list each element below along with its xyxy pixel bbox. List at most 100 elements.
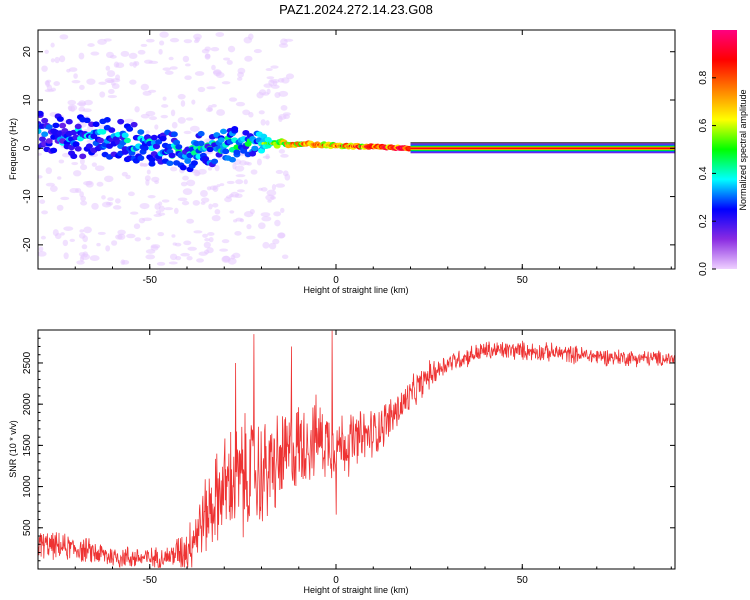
spectrogram-cell [70, 153, 78, 160]
spectrogram-cell [129, 62, 134, 67]
spectrogram-cell [79, 229, 85, 233]
spectrogram-cell [128, 191, 135, 197]
spectrogram-cell [97, 231, 106, 235]
spectrogram-cell [256, 91, 264, 99]
spectrogram-cell [58, 159, 65, 164]
spectrogram-cell [215, 71, 225, 79]
spectrogram-cell [182, 188, 193, 196]
spectrogram-cell [237, 67, 246, 75]
spectrogram-cell [263, 83, 273, 88]
spectrogram-cell [123, 137, 131, 144]
spectrogram-cell [69, 187, 79, 194]
spectrogram-cell [170, 166, 178, 172]
spectrogram-cell [168, 261, 178, 265]
spectrogram-cell [184, 158, 192, 164]
spectrogram-cell [144, 175, 151, 182]
spectrogram-cell [226, 180, 235, 185]
spectrogram-cell [237, 189, 245, 193]
spectrogram-cell [270, 65, 279, 69]
snr-series-line [38, 330, 675, 569]
spectrogram-cell [39, 199, 46, 204]
spectrogram-cell [260, 187, 268, 192]
spectrogram-cell [256, 158, 262, 166]
spectrogram-cell [40, 235, 46, 240]
snr-x-ticks: -50 0 50 [37, 330, 672, 586]
spectrogram-cell [280, 153, 289, 158]
spectrogram-x-ticks: -50 0 50 [37, 30, 672, 286]
spectrogram-cell [233, 149, 241, 156]
spectrogram-cell [45, 167, 53, 175]
spectrogram-cell [65, 118, 73, 125]
spectrogram-cell [54, 56, 60, 64]
spectrogram-cell [211, 158, 219, 165]
spectrogram-cell [80, 195, 86, 202]
colorbar: 0.0 0.2 0.4 0.6 0.8 Normalized spectral ampl… [698, 30, 748, 276]
spectrogram-cell [129, 79, 137, 85]
spectrogram-cell [228, 156, 236, 163]
spectrogram-cell [46, 79, 52, 83]
spectrogram-cell [268, 242, 277, 250]
spectrogram-cell [82, 235, 88, 243]
spectrogram-cell [228, 97, 238, 102]
spectrogram-cell [173, 139, 181, 146]
spectrogram-cell [79, 158, 85, 165]
spectrogram-cell [74, 123, 82, 130]
spectrogram-cell [157, 232, 165, 237]
spectrogram-cell [175, 144, 183, 150]
spectrogram-cell [180, 181, 188, 187]
spectrogram-cell [197, 130, 205, 137]
spectrogram-cell [278, 115, 283, 123]
spectrogram-cell [148, 156, 156, 163]
spectrogram-cell [206, 86, 216, 90]
spectrogram-cell [202, 233, 208, 238]
spectrogram-cell [159, 40, 165, 46]
spectrogram-cell [112, 205, 122, 210]
spectrogram-cell [97, 137, 105, 144]
spectrogram-cell [280, 207, 285, 213]
spectrogram-cell [73, 73, 78, 79]
spectrogram-cell [101, 195, 106, 200]
spectrogram-cell [227, 45, 236, 53]
spectrogram-cell [277, 77, 285, 83]
spectrogram-cell [222, 148, 230, 155]
spectrogram-cell [56, 116, 64, 122]
spectrogram-cell [209, 185, 218, 191]
spectrogram-cell [195, 171, 201, 176]
spectrogram-cell [59, 122, 67, 129]
spectrogram-cell [158, 48, 163, 55]
snr-panel: -50 0 50 500 1000 1500 2000 2500 Height of str… [8, 329, 676, 595]
spectrogram-cell [50, 147, 58, 154]
spectrogram-cell [60, 196, 70, 201]
spectrogram-x-tick-label: 0 [333, 275, 339, 286]
spectrogram-cell [193, 230, 203, 234]
spectrogram-cell [246, 223, 252, 230]
spectrogram-cell [243, 179, 248, 185]
spectrogram-cell [96, 242, 101, 247]
spectrogram-cell [71, 161, 79, 166]
spectrogram-cell [201, 48, 210, 54]
spectrogram-cell [140, 43, 148, 47]
spectrogram-cell [101, 201, 112, 208]
spectrogram-cell [182, 175, 189, 181]
spectrogram-cell [166, 160, 174, 167]
spectrogram-cell [206, 146, 214, 153]
spectrogram-cell [162, 67, 171, 71]
spectrogram-cell [49, 185, 58, 192]
spectrogram-y-tick-label: -20 [22, 237, 33, 252]
spectrogram-cell [117, 233, 126, 240]
spectrogram-cell [128, 52, 138, 59]
spectrogram-cell [232, 252, 241, 259]
spectrogram-cell [210, 47, 220, 52]
spectrogram-cell [216, 184, 221, 188]
spectrogram-cell [145, 110, 156, 117]
spectrogram-cell [211, 103, 217, 108]
spectrogram-cell [121, 132, 129, 139]
spectrogram-cell [111, 82, 116, 86]
spectrogram-cell [170, 131, 178, 138]
spectrogram-cell [145, 179, 150, 186]
snr-x-tick-label: -50 [143, 575, 158, 586]
spectrogram-cell [91, 162, 97, 167]
spectrogram-cell [235, 101, 246, 107]
spectrogram-cell [41, 210, 49, 215]
spectrogram-cell [230, 191, 240, 198]
